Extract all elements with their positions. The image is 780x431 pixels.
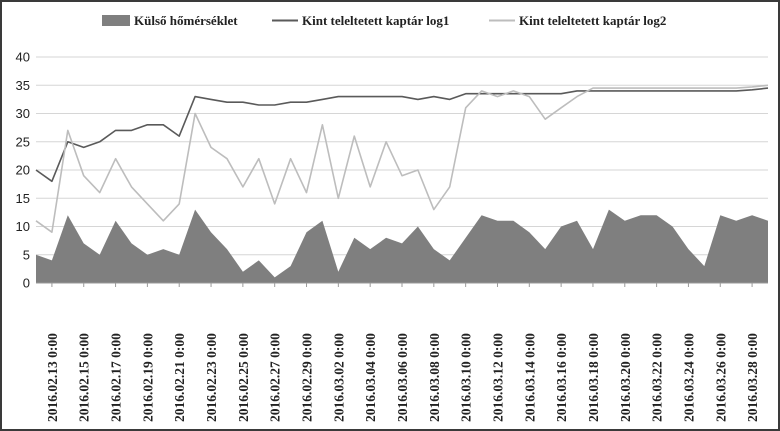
series-line-2 [35, 84, 769, 233]
y-tick-label: 40 [16, 50, 30, 65]
legend-label-2: Kint teleltetett kaptár log2 [519, 13, 666, 28]
x-tick-label: 2016.02.13 0:00 [45, 333, 60, 422]
line-layer [35, 84, 769, 233]
series-line-1 [35, 87, 769, 183]
grid-lines [36, 56, 768, 256]
series-area-0 [36, 209, 768, 283]
x-tick-label: 2016.03.28 0:00 [745, 333, 760, 422]
x-tick-label: 2016.03.02 0:00 [331, 333, 346, 422]
legend-label-0: Külső hőmérséklet [134, 13, 238, 28]
legend-label-1: Kint teleltetett kaptár log1 [302, 13, 449, 28]
x-tick-label: 2016.03.08 0:00 [427, 333, 442, 422]
y-tick-label: 25 [16, 134, 30, 149]
y-tick-label: 0 [23, 276, 30, 291]
x-tick-label: 2016.03.22 0:00 [650, 333, 665, 422]
x-tick-label: 2016.03.04 0:00 [363, 333, 378, 422]
y-tick-label: 35 [16, 78, 30, 93]
x-tick-label: 2016.02.23 0:00 [204, 333, 219, 422]
x-tick-label: 2016.02.17 0:00 [109, 333, 124, 422]
x-tick-label: 2016.02.15 0:00 [77, 333, 92, 422]
x-tick-label: 2016.02.25 0:00 [236, 333, 251, 422]
x-tick-label: 2016.03.18 0:00 [586, 333, 601, 422]
x-tick-label: 2016.02.27 0:00 [268, 333, 283, 422]
y-tick-label: 5 [23, 247, 30, 262]
x-tick-label: 2016.03.06 0:00 [395, 333, 410, 422]
x-tick-labels: 2016.02.13 0:00 2016.02.15 0:00 2016.02.17… [45, 333, 760, 422]
x-tick-label: 2016.03.20 0:00 [618, 333, 633, 422]
x-tick-label: 2016.03.12 0:00 [491, 333, 506, 422]
axis-layer [36, 282, 768, 287]
y-tick-label: 10 [16, 219, 30, 234]
legend-swatch-0 [102, 15, 130, 26]
x-tick-label: 2016.03.16 0:00 [554, 333, 569, 422]
legend: Külső hőmérséklet Kint teleltetett kaptár… [102, 13, 666, 28]
y-tick-label: 15 [16, 191, 30, 206]
y-tick-label: 30 [16, 106, 30, 121]
y-tick-label: 20 [16, 163, 30, 178]
x-tick-label: 2016.02.29 0:00 [300, 333, 315, 422]
area-layer [36, 209, 768, 283]
x-tick-label: 2016.03.14 0:00 [522, 333, 537, 422]
x-tick-label: 2016.03.24 0:00 [681, 333, 696, 422]
x-tick-label: 2016.03.26 0:00 [713, 333, 728, 422]
x-tick-label: 2016.03.10 0:00 [459, 333, 474, 422]
x-tick-label: 2016.02.21 0:00 [172, 333, 187, 422]
y-tick-labels: 0 5 10 15 20 25 30 35 40 [16, 50, 30, 291]
x-tick-label: 2016.02.19 0:00 [140, 333, 155, 422]
